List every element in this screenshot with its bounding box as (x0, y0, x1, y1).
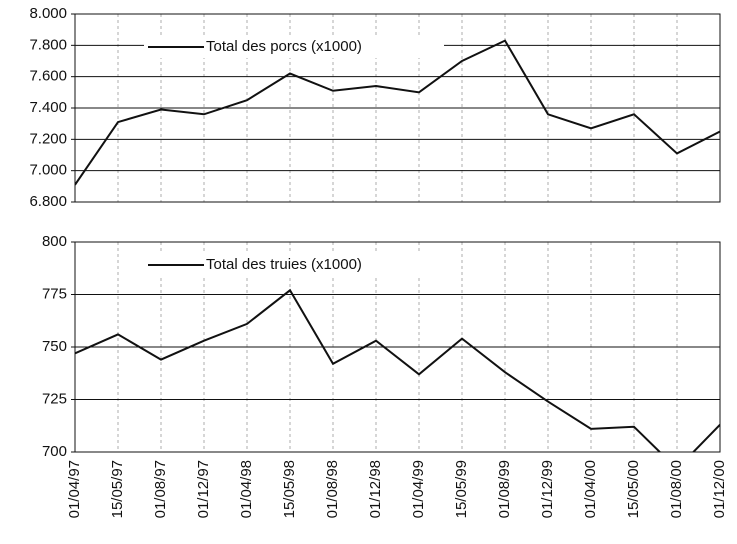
x-tick-label: 15/05/99 (453, 460, 470, 518)
x-tick-label: 01/08/99 (496, 460, 513, 518)
legend-label: Total des porcs (x1000) (206, 38, 362, 55)
series-line (75, 288, 720, 452)
x-tick-label: 01/08/97 (152, 460, 169, 518)
x-tick-label: 01/08/00 (668, 460, 685, 518)
y-tick-label: 750 (42, 338, 67, 355)
x-tick-label: 01/12/97 (195, 460, 212, 518)
legend-label: Total des truies (x1000) (206, 256, 362, 273)
plot-frame (74, 13, 721, 203)
y-tick-label: 7.200 (29, 130, 67, 147)
y-tick-label: 775 (42, 285, 67, 302)
x-tick-label: 01/12/99 (539, 460, 556, 518)
x-tick-label: 01/04/98 (238, 460, 255, 518)
series-line (75, 39, 720, 186)
x-tick-label: 01/12/98 (367, 460, 384, 518)
legend-bg (144, 254, 444, 276)
y-tick-label: 7.400 (29, 99, 67, 116)
y-tick-label: 7.000 (29, 162, 67, 179)
y-tick-label: 6.800 (29, 193, 67, 210)
x-tick-label: 01/04/00 (582, 460, 599, 518)
y-tick-label: 8.000 (29, 5, 67, 22)
x-tick-label: 15/05/97 (109, 460, 126, 518)
x-tick-label: 01/08/98 (324, 460, 341, 518)
x-tick-label: 15/05/98 (281, 460, 298, 518)
x-tick-label: 15/05/00 (625, 460, 642, 518)
y-tick-label: 725 (42, 390, 67, 407)
x-tick-label: 01/04/99 (410, 460, 427, 518)
y-tick-label: 800 (42, 233, 67, 250)
legend-bg (144, 36, 444, 58)
y-tick-label: 7.600 (29, 68, 67, 85)
x-tick-label: 01/12/00 (711, 460, 728, 518)
y-tick-label: 7.800 (29, 36, 67, 53)
y-tick-label: 700 (42, 443, 67, 460)
x-tick-label: 01/04/97 (66, 460, 83, 518)
plot-frame (74, 241, 721, 453)
